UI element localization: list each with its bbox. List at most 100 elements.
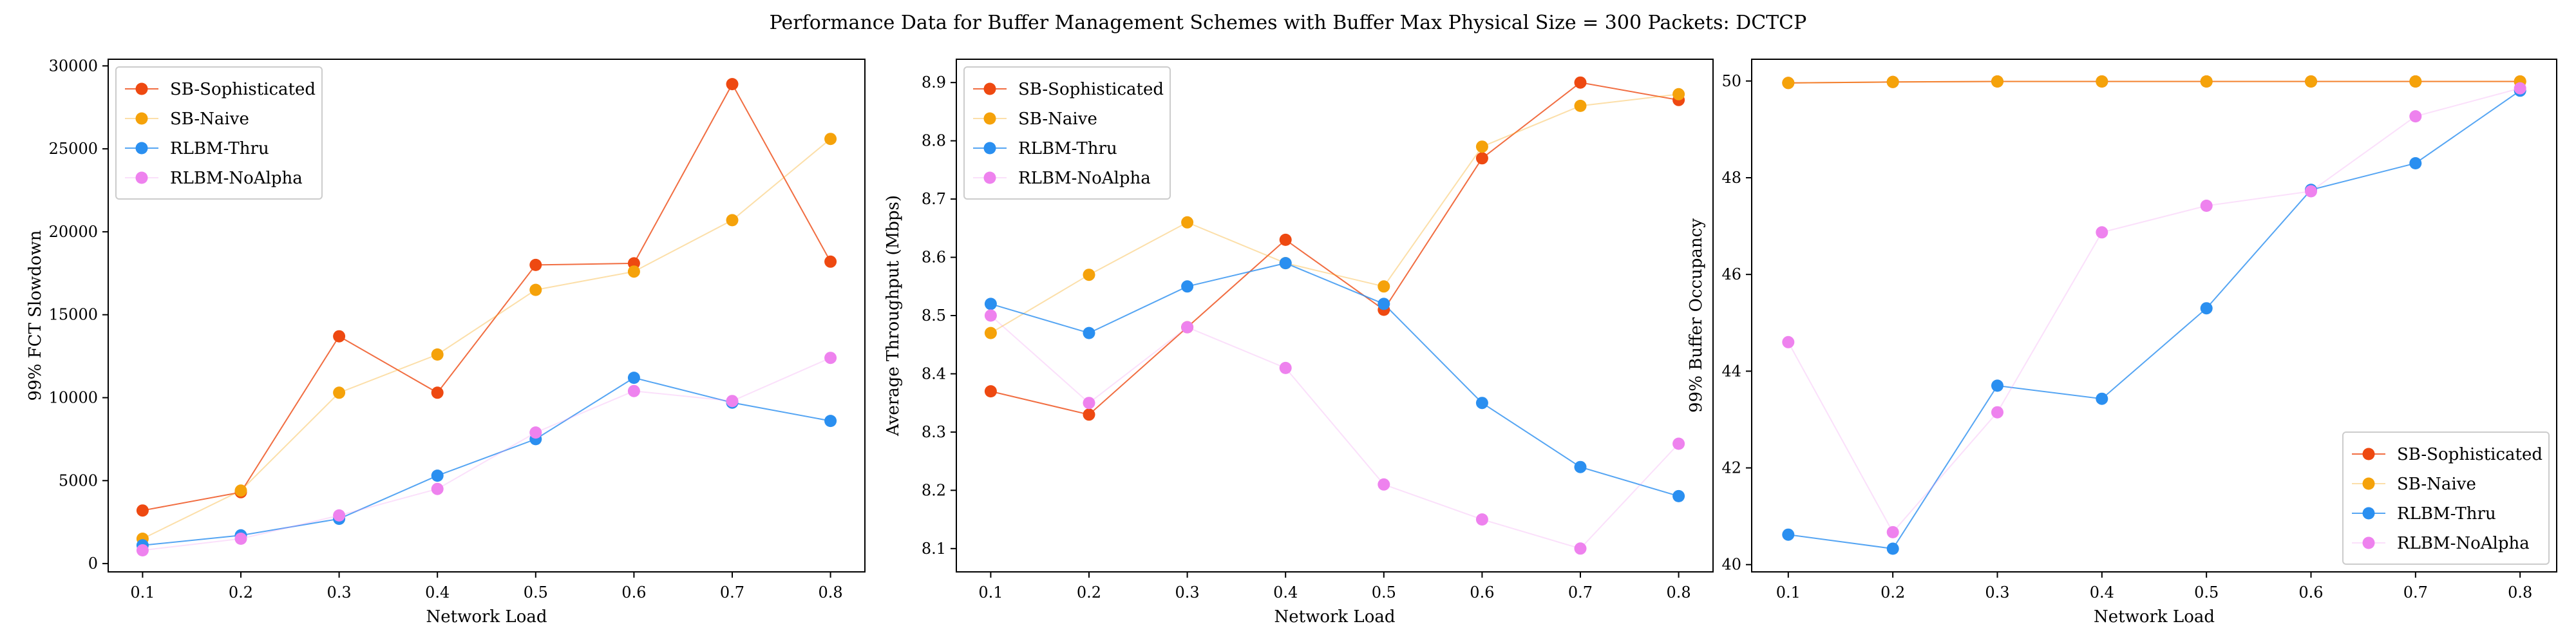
y-tick-label: 25000 [49,140,98,158]
data-point [1181,280,1194,293]
data-point [234,533,247,545]
legend: SB-Sophisticated SB-Naive RLBM-Thru RLBM-No… [963,66,1171,200]
data-point [2305,185,2317,198]
data-point [2200,75,2213,88]
data-point [984,309,997,322]
legend-label: SB-Sophisticated [1018,80,1164,99]
data-point [1279,257,1292,270]
data-point [2200,200,2213,212]
series-line-sb-sophisticated [142,82,831,511]
legend-marker [983,112,996,125]
data-point [627,372,640,384]
x-tick-label: 0.5 [2194,583,2219,601]
x-tick-label: 0.1 [130,583,155,601]
data-point [1083,269,1095,281]
legend: SB-Sophisticated SB-Naive RLBM-Thru RLBM-No… [2342,431,2550,565]
data-point [2096,392,2108,405]
legend-item: SB-Sophisticated [125,80,316,99]
data-point [1574,99,1587,112]
data-point [1991,379,2003,392]
x-axis-label: Network Load [1274,607,1395,627]
y-tick-label: 8.9 [922,73,946,91]
legend-item: RLBM-NoAlpha [2352,534,2530,553]
data-point [431,348,444,361]
data-point [1886,542,1899,555]
series-line-rlbm-noalpha [990,315,1680,549]
data-point [2409,157,2422,169]
data-point [1574,542,1587,555]
data-point [824,133,837,146]
data-point [1886,75,1899,88]
y-tick-label: 8.1 [922,540,946,558]
data-point [726,395,739,408]
series-line-rlbm-noalpha [142,357,831,551]
x-tick-label: 0.4 [1273,583,1298,601]
legend-marker [2362,507,2375,520]
data-point [136,504,149,517]
data-point [431,482,444,495]
legend-item: SB-Naive [125,109,249,129]
data-point [431,386,444,399]
y-tick-label: 8.4 [922,365,946,383]
legend-label: RLBM-Thru [170,139,269,158]
y-tick-label: 42 [1721,459,1741,477]
data-point [1672,489,1685,502]
data-point [1574,76,1587,89]
y-tick-label: 8.7 [922,190,946,208]
legend-label: SB-Sophisticated [170,80,316,99]
x-tick-label: 0.4 [2090,583,2114,601]
x-tick-label: 0.3 [1985,583,2009,601]
y-axis-label: 99% Buffer Occupancy [1687,218,1706,413]
plot-area [1751,59,2557,573]
data-point [2409,110,2422,123]
data-point [1782,336,1795,348]
x-axis-label: Network Load [426,607,547,627]
legend-label: SB-Sophisticated [2397,445,2543,464]
data-point [1672,437,1685,450]
y-axis-label: 99% FCT Slowdown [26,230,45,401]
x-tick-label: 0.4 [425,583,450,601]
data-point [1181,216,1194,229]
data-point [984,298,997,310]
data-point [1279,233,1292,246]
y-tick-label: 8.2 [922,481,946,499]
y-tick-label: 5000 [59,471,98,489]
series-line-sb-naive [1788,80,2521,84]
data-point [1475,513,1488,526]
y-tick-label: 30000 [49,57,98,75]
data-point [2514,82,2526,95]
legend-item: RLBM-NoAlpha [973,169,1151,188]
legend-item: SB-Sophisticated [2352,445,2543,464]
subplot-2: 0.1 0.2 0.3 0.4 0.5 0.6 0.7 0.8 8.1 8.2 8.3 8.4 8.5 8… [884,59,1714,627]
figure-title: Performance Data for Buffer Management S… [770,12,1807,34]
legend-marker [135,171,148,184]
x-tick-label: 0.5 [1372,583,1396,601]
data-point [824,415,837,428]
x-tick-label: 0.8 [819,583,843,601]
x-tick-label: 0.3 [327,583,352,601]
data-point [1886,526,1899,538]
data-point [136,544,149,556]
x-tick-label: 0.7 [2403,583,2428,601]
series-line-sb-sophisticated [1788,80,2521,84]
x-tick-label: 0.7 [720,583,744,601]
legend-item: SB-Sophisticated [973,80,1164,99]
x-tick-label: 0.6 [2298,583,2323,601]
data-point [333,509,346,522]
data-point [2305,75,2317,88]
data-point [824,352,837,365]
legend-marker [2362,536,2375,549]
legend-label: SB-Naive [170,109,249,129]
x-tick-label: 0.2 [229,583,253,601]
data-point [627,384,640,397]
series-line-sb-naive [990,93,1679,334]
legend-marker [135,112,148,125]
x-tick-label: 0.1 [978,583,1003,601]
data-point [1991,406,2003,419]
data-point [1782,528,1795,541]
legend-label: RLBM-NoAlpha [2397,534,2530,553]
data-point [1475,152,1488,165]
x-tick-label: 0.2 [1880,583,1905,601]
data-point [824,255,837,268]
